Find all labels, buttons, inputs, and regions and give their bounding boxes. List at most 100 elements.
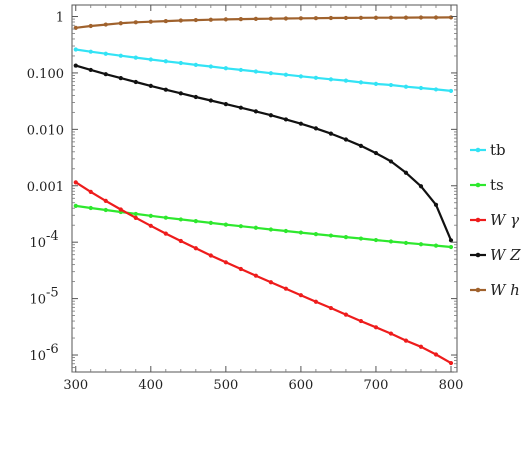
data-point-w-z <box>73 63 78 68</box>
data-point-w-h <box>103 22 108 27</box>
data-point-ts <box>313 232 319 237</box>
legend: tb ts W γ W Z W h <box>470 141 521 299</box>
data-point-tb <box>283 72 288 77</box>
data-point-w-h <box>163 18 168 24</box>
data-point-w-z <box>388 159 394 164</box>
data-point-tb <box>163 59 168 64</box>
y-tick-exponent: -6 <box>46 342 59 357</box>
data-point-tb <box>103 51 108 56</box>
data-point-tb <box>223 66 228 71</box>
legend-marker-w-z <box>475 252 481 258</box>
data-point-tb <box>328 77 334 82</box>
data-point-w-z <box>103 72 108 77</box>
data-point-w <box>118 207 123 212</box>
data-point-w <box>418 344 424 349</box>
data-point-w-z <box>253 109 258 114</box>
data-point-w <box>223 260 228 265</box>
legend-marker-tb <box>475 147 481 153</box>
legend-label-w: W γ <box>490 211 519 229</box>
data-point-ts <box>178 217 183 222</box>
data-point-w-h <box>328 15 334 21</box>
data-point-w <box>343 312 349 317</box>
data-point-w-h <box>193 17 198 23</box>
y-tick-exponent: -4 <box>46 229 59 244</box>
y-tick-label: 10 <box>29 349 46 364</box>
data-point-w-h <box>298 16 303 21</box>
data-point-w <box>73 180 78 185</box>
data-point-w-z <box>343 137 349 142</box>
data-point-w-z <box>88 67 93 73</box>
data-point-w <box>238 266 243 272</box>
data-point-w <box>358 318 364 324</box>
data-point-w <box>133 215 138 220</box>
y-tick-label: 0.010 <box>27 123 64 138</box>
data-point-w-z <box>118 75 123 81</box>
x-tick-label: 700 <box>364 378 389 393</box>
data-point-w <box>313 299 319 304</box>
data-point-w <box>88 189 93 194</box>
data-point-tb <box>88 49 93 54</box>
x-tick-label: 800 <box>439 378 464 393</box>
series-layer <box>73 15 454 366</box>
data-point-w-z <box>193 94 198 100</box>
data-point-w <box>283 286 288 291</box>
data-point-tb <box>418 85 424 91</box>
legend-label-w-z: W Z <box>490 246 521 264</box>
data-point-w-h <box>208 17 213 22</box>
data-point-ts <box>268 227 273 232</box>
data-point-w <box>298 293 303 298</box>
y-tick-base: 10 <box>29 349 46 364</box>
data-point-ts <box>358 236 364 241</box>
data-point-ts <box>253 225 258 230</box>
data-point-w-h <box>253 16 258 21</box>
data-point-w-h <box>133 20 138 25</box>
data-point-w-h <box>343 15 349 21</box>
data-point-tb <box>298 74 303 79</box>
data-point-w-z <box>313 126 319 131</box>
data-point-ts <box>418 242 424 247</box>
data-point-tb <box>238 67 243 73</box>
y-tick-label: 1 <box>56 11 64 26</box>
data-point-w-h <box>238 16 243 22</box>
data-point-w <box>193 246 198 251</box>
data-point-w <box>373 325 379 330</box>
y-tick-label: 0.001 <box>27 180 64 195</box>
data-point-w-h <box>448 15 454 20</box>
data-point-w-h <box>388 15 394 20</box>
data-point-tb <box>253 69 258 74</box>
data-point-tb <box>313 75 319 80</box>
data-point-w-z <box>148 83 153 88</box>
data-point-w-h <box>433 15 439 20</box>
data-point-w-h <box>88 23 93 29</box>
x-tick-label: 600 <box>288 378 313 393</box>
data-point-w-z <box>238 105 243 110</box>
x-axis: 300 400 500 600 700 800 <box>63 5 463 393</box>
data-point-w <box>388 331 394 336</box>
data-point-tb <box>178 60 183 66</box>
data-point-ts <box>373 237 379 243</box>
plot-border <box>71 4 458 373</box>
data-point-w <box>253 273 258 278</box>
data-point-ts <box>448 244 454 250</box>
data-point-w-h <box>223 17 228 22</box>
data-point-w-z <box>268 113 273 118</box>
data-point-w-z <box>298 121 303 126</box>
data-point-w-z <box>178 91 183 96</box>
data-point-tb <box>73 47 78 52</box>
x-tick-label: 300 <box>63 378 88 393</box>
x-tick-label: 500 <box>213 378 238 393</box>
legend-label-ts: ts <box>490 176 504 194</box>
data-point-w-h <box>118 21 123 26</box>
data-point-w-z <box>373 150 379 156</box>
y-tick-label: 10 <box>29 293 46 308</box>
data-point-ts <box>298 230 303 235</box>
data-point-ts <box>88 205 93 211</box>
data-point-w-z <box>163 87 168 92</box>
series-line-w <box>75 181 452 365</box>
y-tick-base: 10 <box>29 236 46 251</box>
data-point-w-z <box>433 202 439 207</box>
y-tick-base: 10 <box>29 293 46 308</box>
series-line-w-z <box>75 64 453 241</box>
y-tick-exponent: -5 <box>46 286 59 301</box>
